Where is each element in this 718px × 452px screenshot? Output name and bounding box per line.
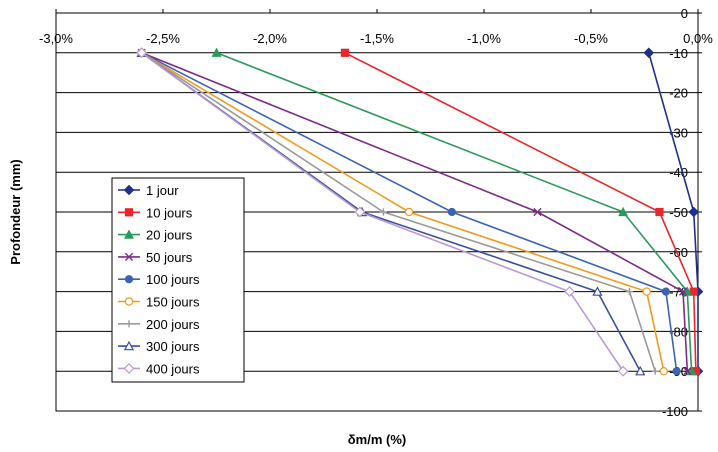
x-axis-title: δm/m (%)	[348, 432, 406, 447]
data-point	[617, 365, 629, 377]
legend-label: 100 jours	[146, 272, 200, 287]
data-point	[678, 287, 688, 296]
legend-label: 200 jours	[146, 317, 200, 332]
data-point	[211, 47, 222, 57]
legend-marker	[125, 320, 133, 328]
data-point	[642, 287, 651, 296]
data-point	[592, 286, 603, 296]
series-7	[138, 49, 659, 375]
data-point	[136, 47, 148, 59]
data-point	[659, 367, 668, 376]
y-tick-label: -30	[669, 125, 688, 140]
legend-marker	[124, 208, 134, 217]
legend-item: 50 jours	[118, 250, 193, 265]
x-tick-label: -2,0%	[253, 31, 287, 46]
data-point	[447, 207, 456, 217]
y-tick-label: -50	[669, 205, 688, 220]
data-point	[643, 47, 655, 59]
legend-label: 10 jours	[146, 205, 193, 220]
series-line	[344, 52, 697, 372]
legend-marker	[124, 297, 134, 306]
data-point	[683, 367, 692, 376]
y-tick-label: 0	[681, 6, 688, 21]
y-axis-title: Profondeur (mm)	[8, 159, 23, 264]
series-2	[340, 48, 700, 376]
legend-label: 1 jour	[146, 183, 179, 198]
data-point	[354, 206, 366, 218]
legend-label: 20 jours	[146, 228, 193, 243]
series-9	[136, 47, 629, 377]
x-tick-label: -3,0%	[39, 31, 73, 46]
data-point	[655, 207, 664, 217]
series-line	[141, 52, 665, 372]
legend: 1 jour 10 jours 20 jours 50 jours 100 jours 1…	[111, 177, 245, 383]
legend-marker	[123, 362, 135, 374]
series-line	[141, 52, 656, 372]
series-line	[216, 52, 693, 372]
legend-label: 400 jours	[146, 361, 200, 376]
series-line	[141, 52, 689, 372]
data-point	[404, 207, 414, 217]
series	[136, 47, 704, 377]
y-tick-label: -40	[669, 165, 688, 180]
legend-marker	[123, 340, 135, 351]
legend-item: 200 jours	[118, 317, 200, 332]
data-point	[379, 208, 388, 216]
legend-label: 50 jours	[146, 250, 193, 265]
y-tick-label: -60	[669, 245, 688, 260]
y-tick-label: -80	[669, 324, 688, 339]
legend-marker	[124, 229, 134, 239]
y-tick-label: -100	[662, 404, 688, 419]
x-tick-label: -1,5%	[360, 31, 394, 46]
legend-label: 300 jours	[146, 339, 200, 354]
series-line	[141, 52, 624, 372]
series-5	[137, 48, 681, 376]
x-tick-label: -0,5%	[574, 31, 608, 46]
data-point	[661, 287, 671, 296]
x-axis: -3,0% -2,5% -2,0% -1,5% -1,0% -0,5% 0,0%	[39, 9, 713, 46]
data-point	[533, 207, 542, 217]
legend-marker	[124, 252, 134, 261]
data-point	[672, 367, 681, 376]
series-line	[648, 52, 699, 372]
legend-marker	[123, 184, 135, 196]
data-point	[635, 365, 646, 376]
data-point	[651, 367, 659, 375]
data-point	[689, 287, 698, 296]
data-point	[618, 206, 629, 217]
legend-label: 150 jours	[146, 295, 200, 310]
legend-item: 1 jour	[118, 183, 179, 198]
x-tick-label: -1,0%	[467, 31, 501, 46]
legend-item: 400 jours	[118, 361, 200, 376]
data-point	[688, 206, 700, 218]
x-tick-label: -2,5%	[146, 31, 180, 46]
legend-item: 100 jours	[118, 272, 200, 287]
data-point	[564, 286, 576, 298]
y-tick-label: -20	[669, 86, 688, 101]
legend-item: 150 jours	[118, 295, 200, 310]
data-point	[340, 48, 349, 57]
legend-item: 20 jours	[118, 228, 193, 243]
series-line	[141, 52, 678, 372]
series-1	[643, 47, 704, 377]
x-tick-label: 0,0%	[683, 31, 713, 46]
y-tick-label: -10	[669, 46, 688, 61]
legend-marker	[124, 275, 134, 284]
data-point	[625, 288, 634, 296]
legend-item: 10 jours	[118, 205, 193, 220]
series-3	[211, 47, 697, 376]
legend-item: 300 jours	[118, 339, 200, 354]
